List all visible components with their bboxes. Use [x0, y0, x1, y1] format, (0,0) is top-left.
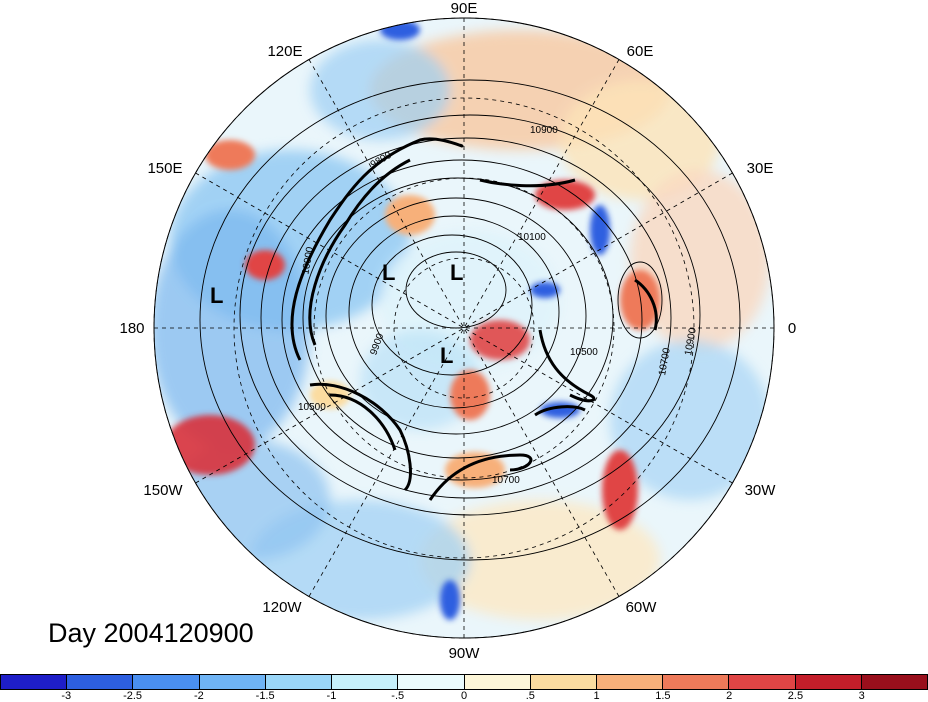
colorbar-swatch	[464, 675, 531, 689]
colorbar-swatch	[67, 675, 134, 689]
colorbar-swatch	[861, 675, 928, 689]
low-marker: L	[210, 283, 223, 308]
contour-label: 10900	[683, 327, 699, 357]
lon-label-120e: 120E	[267, 43, 302, 60]
colorbar-tick-label: -2	[193, 690, 204, 702]
colorbar-tick-label: 0	[460, 690, 468, 702]
lon-label-180: 180	[119, 320, 144, 337]
jet-contours	[290, 137, 658, 501]
colorbar-tick-label: .5	[525, 690, 535, 702]
map-boundary	[153, 17, 775, 639]
colorbar-swatch	[1, 675, 68, 689]
lon-label-150e: 150E	[147, 160, 182, 177]
colorbar-tick-label: -3	[61, 690, 72, 702]
lon-label-60w: 60W	[626, 599, 658, 616]
lon-label-30e: 30E	[747, 160, 774, 177]
colorbar	[0, 674, 928, 690]
colorbar-swatch	[729, 675, 796, 689]
colorbar-swatch	[596, 675, 664, 689]
colorbar-tick-label: 3	[858, 690, 865, 702]
colorbar-swatch	[133, 675, 200, 689]
colorbar-swatch	[265, 675, 333, 689]
contour-label: 10700	[657, 347, 673, 377]
lon-label-30w: 30W	[745, 482, 777, 499]
colorbar-tick-label: -2.5	[123, 690, 143, 702]
map-title: Day 2004120900	[48, 618, 254, 648]
contour-label: 10100	[518, 232, 546, 243]
colorbar-swatch	[332, 675, 399, 689]
lon-label-60e: 60E	[627, 43, 654, 60]
low-marker: L	[450, 260, 463, 285]
colorbar-swatch	[795, 675, 862, 689]
colorbar-swatch	[199, 675, 266, 689]
lon-label-90e: 90E	[451, 0, 478, 17]
colorbar-tick-label: 1	[593, 690, 600, 702]
lon-label-120w: 120W	[262, 599, 302, 616]
colorbar-swatch	[530, 675, 597, 689]
colorbar-tick-label: -1.5	[255, 690, 275, 702]
anomaly-field	[154, 18, 774, 638]
height-contours	[199, 79, 741, 561]
colorbar-tick-label: -1	[326, 690, 337, 702]
contour-label: 10500	[570, 347, 598, 358]
lon-label-0: 0	[788, 320, 796, 337]
lon-label-150w: 150W	[143, 482, 183, 499]
colorbar-tick-label: 1.5	[655, 690, 671, 702]
contour-label: 10900	[300, 246, 316, 276]
colorbar-tick-label: 2.5	[787, 690, 804, 702]
contour-label: 10900	[530, 125, 558, 136]
low-marker: L	[440, 343, 453, 368]
colorbar-swatch	[663, 675, 730, 689]
lon-label-90w: 90W	[449, 645, 481, 662]
contour-label: 10700	[492, 475, 520, 486]
colorbar-swatch	[398, 675, 465, 689]
contour-label: 10500	[298, 402, 326, 413]
colorbar-tick-label: 2	[726, 690, 733, 702]
colorbar-tick-label: -.5	[391, 690, 405, 702]
low-marker: L	[382, 260, 395, 285]
